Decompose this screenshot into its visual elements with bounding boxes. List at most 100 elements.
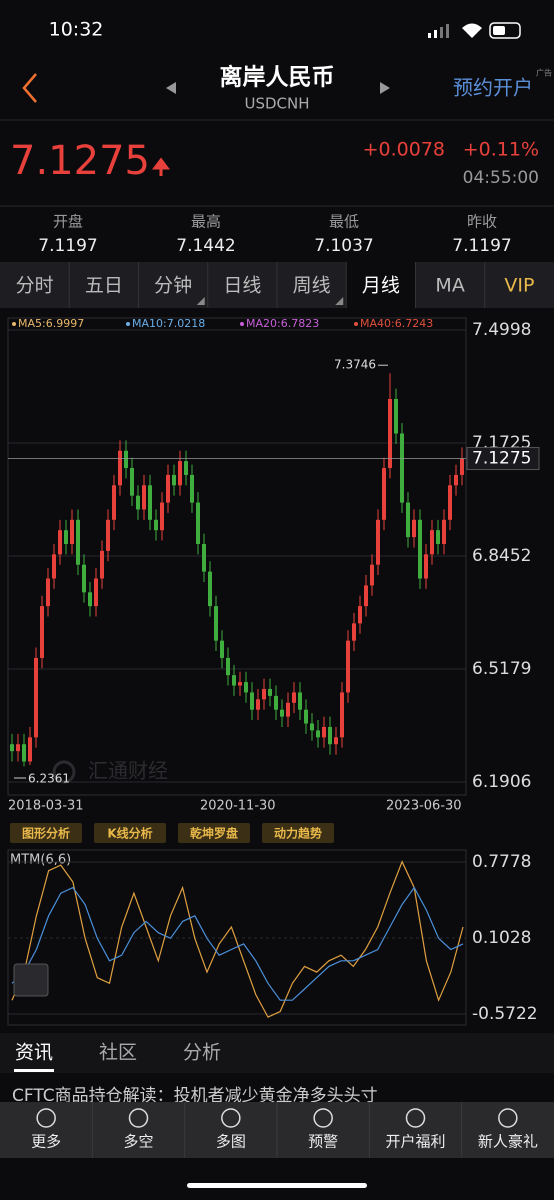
tab[interactable]: MA — [435, 275, 464, 297]
candle-body — [400, 433, 404, 503]
legend-label: MA5:6.9997 — [18, 317, 84, 330]
candle-body — [352, 623, 356, 641]
candle-body — [10, 744, 14, 752]
tool-label: K线分析 — [107, 826, 152, 841]
candle-body — [184, 461, 188, 475]
price-tag — [466, 447, 540, 471]
candle-body — [274, 695, 278, 710]
candle-body — [364, 585, 368, 607]
tool-button[interactable] — [10, 823, 82, 843]
candle-body — [424, 554, 428, 579]
status-icons — [428, 22, 521, 39]
tool-button[interactable] — [262, 823, 334, 843]
candle-body — [118, 450, 122, 486]
candle-body — [202, 543, 206, 572]
candle-body — [172, 474, 176, 486]
tab[interactable]: 日线 — [223, 275, 261, 297]
candle-body — [406, 502, 410, 538]
candle-body — [40, 606, 44, 658]
symbol: USDCNH — [244, 95, 309, 113]
open-account[interactable]: 预约开户 — [453, 76, 533, 100]
candle-body — [418, 519, 422, 579]
candle-body — [190, 474, 194, 503]
legend-label: MA20:6.7823 — [246, 317, 319, 330]
candle-body — [166, 474, 170, 503]
nav-label[interactable]: 新人豪礼 — [478, 1133, 538, 1151]
legend-dot — [12, 322, 16, 326]
tab[interactable]: VIP — [504, 275, 534, 297]
candle-body — [304, 709, 308, 724]
candle-body — [52, 554, 56, 579]
watermark: 汇通财经 — [88, 759, 168, 783]
nav-label[interactable]: 多空 — [123, 1133, 153, 1151]
candle-body — [262, 688, 266, 700]
back-button[interactable] — [22, 73, 37, 103]
candle-body — [460, 458, 464, 475]
candle-body — [430, 530, 434, 555]
tab[interactable]: 月线 — [362, 275, 400, 297]
legend-label: MA40:6.7243 — [360, 317, 433, 330]
candle-body — [436, 530, 440, 544]
nav-icon — [498, 1108, 518, 1128]
candle-body — [160, 502, 164, 531]
tool-button[interactable] — [94, 823, 166, 843]
stat-label: 最低 — [329, 213, 359, 231]
stat-value: 7.1197 — [452, 236, 511, 256]
news-headline[interactable]: CFTC商品持仓解读：投机者减少黄金净多头头寸 — [12, 1086, 378, 1106]
candle-body — [16, 744, 20, 752]
home-indicator — [187, 1183, 367, 1188]
tab-corner — [335, 297, 344, 305]
nav-label[interactable]: 预警 — [308, 1133, 338, 1151]
stat-label: 昨收 — [467, 213, 497, 231]
price: 7.1275 — [10, 138, 150, 184]
panel-toggle[interactable] — [13, 963, 49, 997]
news-tab[interactable]: 社区 — [99, 1042, 137, 1064]
candle-body — [220, 640, 224, 658]
up-arrow — [152, 157, 170, 176]
candle-body — [376, 519, 380, 565]
candle-body — [310, 723, 314, 731]
candle-body — [112, 485, 116, 520]
candle-body — [250, 692, 254, 710]
news-tab[interactable]: 分析 — [183, 1042, 221, 1064]
prev-button[interactable] — [166, 82, 176, 94]
tab[interactable]: 分时 — [16, 275, 54, 297]
min-label: 6.2361 — [28, 772, 70, 786]
candle-body — [88, 592, 92, 607]
tool-label: 乾坤罗盘 — [190, 826, 238, 841]
candle-body — [316, 730, 320, 738]
candle-body — [100, 550, 104, 579]
candle-body — [292, 692, 296, 703]
y-tick-label: -0.5722 — [472, 1004, 538, 1024]
candle-body — [268, 688, 272, 696]
news-tab[interactable]: 资讯 — [15, 1042, 53, 1064]
candle-body — [208, 571, 212, 607]
watermark-logo — [52, 760, 76, 784]
candle-body — [94, 578, 98, 607]
mtm-line — [11, 886, 464, 1001]
x-tick-label: 2020-11-30 — [200, 799, 276, 814]
tab-corner — [196, 297, 205, 305]
candle-body — [388, 398, 392, 469]
x-tick-label: 2018-03-31 — [8, 799, 84, 814]
nav-label[interactable]: 开户福利 — [385, 1133, 445, 1151]
candle-body — [448, 485, 452, 520]
tab[interactable]: 周线 — [293, 275, 331, 297]
change-percent: +0.11% — [463, 139, 539, 161]
nav-label[interactable]: 更多 — [31, 1133, 61, 1151]
y-tick-label: 0.7778 — [472, 852, 531, 872]
tab-underline — [14, 1069, 54, 1072]
candle-body — [454, 474, 458, 486]
stat-value: 7.1037 — [314, 236, 373, 256]
nav-icon — [313, 1108, 333, 1128]
tool-button[interactable] — [178, 823, 250, 843]
nav-label[interactable]: 多图 — [216, 1133, 246, 1151]
stat-value: 7.1197 — [38, 236, 97, 256]
candle-body — [346, 640, 350, 693]
candle-body — [64, 530, 68, 544]
next-button[interactable] — [380, 82, 390, 94]
tab[interactable]: 分钟 — [154, 275, 192, 297]
tab[interactable]: 五日 — [85, 275, 123, 297]
candle-body — [196, 502, 200, 544]
